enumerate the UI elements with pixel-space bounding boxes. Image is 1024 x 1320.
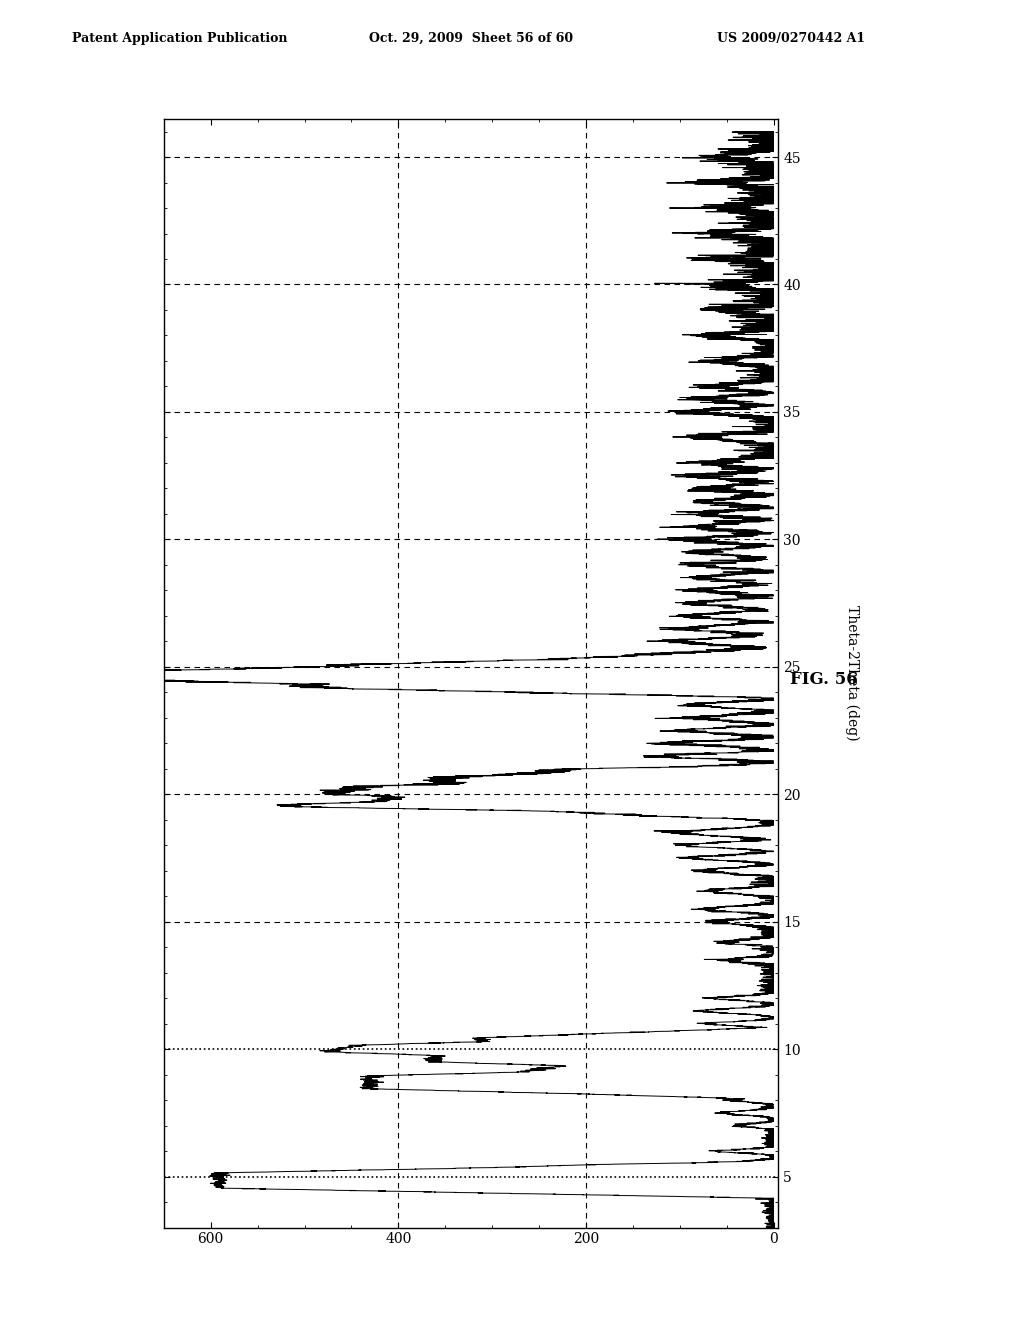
Text: Patent Application Publication: Patent Application Publication <box>72 32 287 45</box>
Text: Oct. 29, 2009  Sheet 56 of 60: Oct. 29, 2009 Sheet 56 of 60 <box>369 32 572 45</box>
Text: FIG. 56: FIG. 56 <box>791 672 858 688</box>
Y-axis label: Theta-2Theta (deg): Theta-2Theta (deg) <box>845 606 859 741</box>
Text: US 2009/0270442 A1: US 2009/0270442 A1 <box>717 32 865 45</box>
